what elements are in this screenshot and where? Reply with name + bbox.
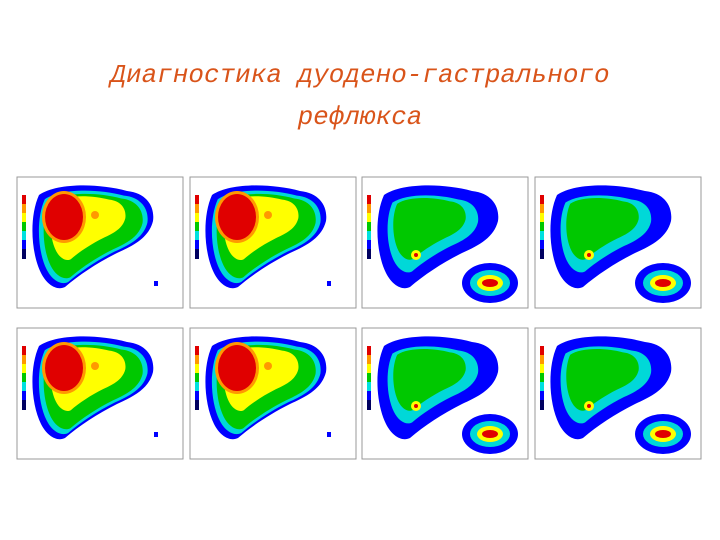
title-line-2: рефлюкса <box>297 102 423 132</box>
scan-image <box>17 328 183 459</box>
scan-image <box>17 177 183 308</box>
scan-image <box>190 177 356 308</box>
scan-image <box>535 328 701 459</box>
scan-grid <box>17 177 701 459</box>
scan-image <box>362 177 528 308</box>
title-line-1: Диагностика дуодено-гастрального <box>107 60 609 90</box>
scan-image <box>362 328 528 459</box>
scan-image <box>535 177 701 308</box>
scan-image <box>190 328 356 459</box>
